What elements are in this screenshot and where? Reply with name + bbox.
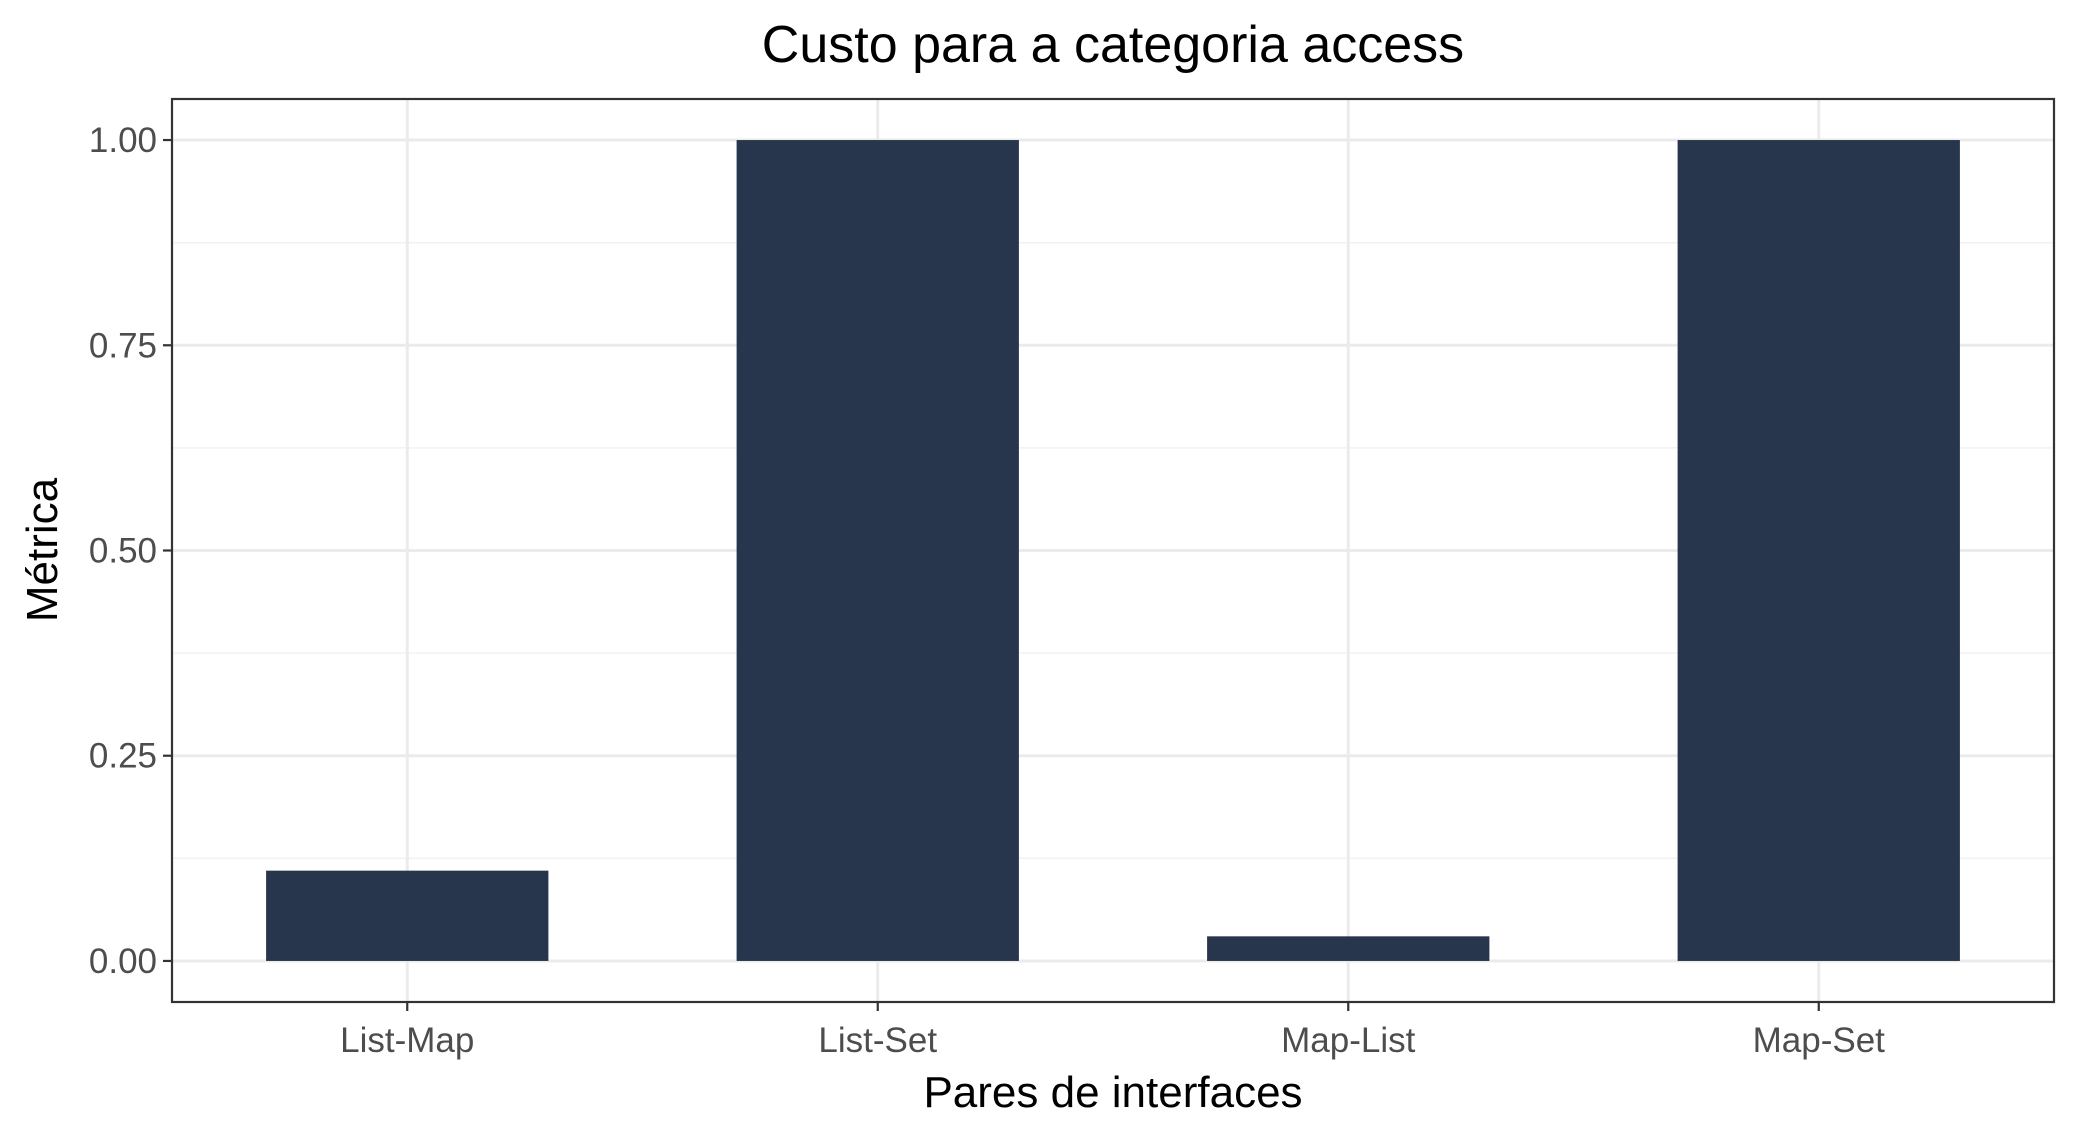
bars [266, 140, 1960, 961]
y-tick-label: 0.00 [89, 942, 157, 981]
y-tick-label: 0.25 [89, 737, 157, 776]
x-tick-label: Map-Set [1753, 1021, 1886, 1060]
y-tick-label: 1.00 [89, 121, 157, 160]
y-axis-title: Métrica [18, 477, 67, 622]
y-axis: 0.00 0.25 0.50 0.75 1.00 [89, 121, 172, 981]
bar-map-set [1677, 140, 1960, 961]
chart-title: Custo para a categoria access [762, 16, 1464, 74]
x-tick-label: List-Map [340, 1021, 474, 1060]
bar-list-set [736, 140, 1019, 961]
y-tick-label: 0.50 [89, 532, 157, 571]
y-tick-label: 0.75 [89, 326, 157, 365]
x-tick-label: Map-List [1281, 1021, 1415, 1060]
bar-map-list [1207, 936, 1490, 961]
x-tick-label: List-Set [818, 1021, 937, 1060]
x-axis-title: Pares de interfaces [923, 1068, 1302, 1117]
bar-list-map [266, 870, 549, 961]
x-axis: List-Map List-Set Map-List Map-Set [340, 1002, 1885, 1060]
